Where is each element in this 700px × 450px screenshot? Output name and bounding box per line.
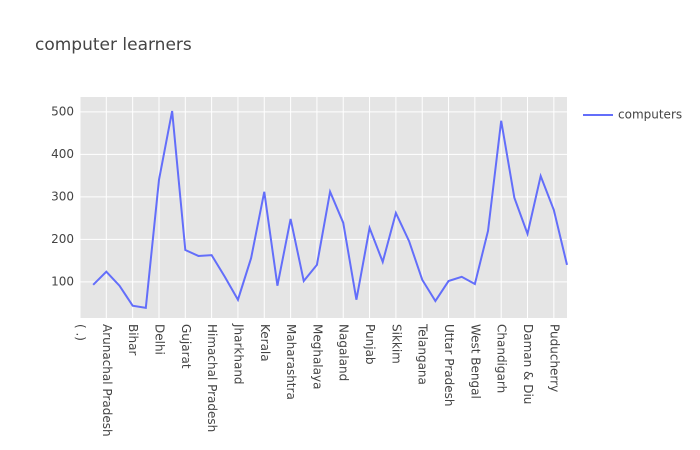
line xyxy=(92,110,568,309)
y-tick-label: 100 xyxy=(51,274,74,288)
y-tick-label: 400 xyxy=(51,147,74,161)
x-tick-label: Puducherry xyxy=(547,324,561,392)
x-tick-label: Nagaland xyxy=(337,324,351,381)
x-tick-label: ( .) xyxy=(74,324,88,341)
x-tick-label: Delhi xyxy=(152,324,166,355)
x-tick-label: Chandigarh xyxy=(495,324,509,393)
x-tick-label: Punjab xyxy=(363,324,377,365)
plot-area xyxy=(80,97,567,318)
y-tick-label: 200 xyxy=(51,232,74,246)
x-tick-label: Telangana xyxy=(416,323,430,385)
x-tick-label: Arunachal Pradesh xyxy=(100,324,114,437)
x-tick-label: Uttar Pradesh xyxy=(442,324,456,406)
y-tick-label: 300 xyxy=(51,189,74,203)
y-tick-label: 500 xyxy=(51,104,74,118)
x-tick-label: West Bengal xyxy=(468,324,482,399)
legend-label: computers xyxy=(618,108,682,122)
x-tick-label: Meghalaya xyxy=(310,324,324,389)
x-tick-label: Kerala xyxy=(258,324,272,362)
x-tick-label: Jharkhand xyxy=(231,323,245,385)
x-tick-label: Sikkim xyxy=(389,324,403,364)
x-tick-label: Maharashtra xyxy=(284,324,298,400)
x-tick-label: Himachal Pradesh xyxy=(205,324,219,432)
x-tick-label: Bihar xyxy=(126,324,140,356)
chart-title: computer learners xyxy=(35,35,192,55)
x-tick-label: Daman & Diu xyxy=(521,324,535,404)
x-tick-label: Gujarat xyxy=(179,324,193,369)
